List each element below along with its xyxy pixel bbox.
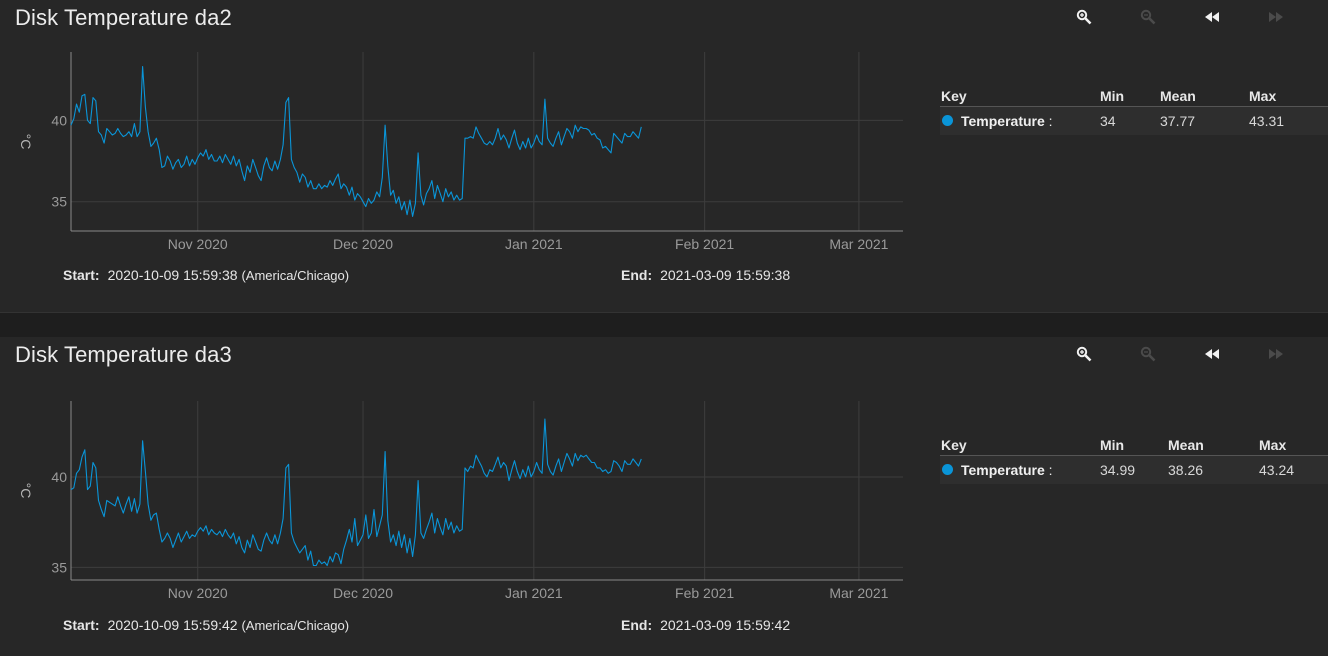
zoom-out-button[interactable] xyxy=(1132,6,1164,28)
fast-forward-button[interactable] xyxy=(1260,6,1292,28)
x-tick-label: Nov 2020 xyxy=(168,585,228,601)
legend-row[interactable]: Temperature : 34.99 38.26 43.24 xyxy=(940,456,1328,484)
fast-forward-icon xyxy=(1269,349,1283,359)
chart-toolbar xyxy=(1068,343,1324,365)
rewind-button[interactable] xyxy=(1196,6,1228,28)
x-tick-label: Jan 2021 xyxy=(505,236,563,252)
x-tick-label: Dec 2020 xyxy=(333,585,393,601)
end-label: End: xyxy=(621,617,653,633)
end-time: End: 2021-03-09 15:59:38 xyxy=(621,267,790,283)
legend-min: 34.99 xyxy=(1100,462,1136,478)
chart-panel-da3: Disk Temperature da3 35 40 Nov 2020 Dec 202… xyxy=(0,337,1328,656)
timezone: (America/Chicago) xyxy=(241,268,350,283)
panel-title: Disk Temperature da2 xyxy=(15,5,232,30)
legend-header-min: Min xyxy=(1100,88,1125,104)
fast-forward-icon xyxy=(1269,12,1283,22)
series-name: Temperature : xyxy=(961,113,1053,129)
legend-min: 34 xyxy=(1100,113,1116,129)
end-value: 2021-03-09 15:59:38 xyxy=(660,267,791,283)
legend-header-key: Key xyxy=(941,437,967,453)
end-value: 2021-03-09 15:59:42 xyxy=(660,617,791,633)
y-tick-label: 40 xyxy=(51,469,67,485)
series-color-dot xyxy=(942,464,953,475)
legend-row[interactable]: Temperature : 34 37.77 43.31 xyxy=(940,107,1328,135)
x-tick-label: Jan 2021 xyxy=(505,585,563,601)
zoom-out-button[interactable] xyxy=(1132,343,1164,365)
chart-toolbar xyxy=(1068,6,1324,28)
start-label: Start: xyxy=(63,267,100,283)
y-tick-label: 35 xyxy=(51,194,67,210)
legend-max: 43.31 xyxy=(1249,113,1285,129)
legend-header-mean: Mean xyxy=(1160,88,1196,104)
legend-table: Key Min Mean Max Temperature : 34.99 38.… xyxy=(940,435,1328,484)
x-tick-label: Feb 2021 xyxy=(675,236,734,252)
zoom-in-button[interactable] xyxy=(1068,343,1100,365)
temperature-series-line xyxy=(70,66,642,217)
y-tick-label: 35 xyxy=(51,559,67,575)
y-tick-label: 40 xyxy=(51,112,67,128)
legend-max: 43.24 xyxy=(1259,462,1295,478)
legend-table: Key Min Mean Max Temperature : 34 37.77 … xyxy=(940,86,1328,135)
zoom-in-icon xyxy=(1076,346,1092,362)
rewind-icon xyxy=(1205,12,1219,22)
temperature-chart: 35 40 Nov 2020 Dec 2020 Jan 2021 Feb 2021 Mar … xyxy=(18,52,903,252)
legend-header-max: Max xyxy=(1259,437,1287,453)
y-axis-label: °C xyxy=(18,483,34,499)
start-label: Start: xyxy=(63,617,100,633)
zoom-out-icon xyxy=(1140,346,1156,362)
zoom-in-button[interactable] xyxy=(1068,6,1100,28)
start-value: 2020-10-09 15:59:42 xyxy=(107,617,238,633)
start-time: Start: 2020-10-09 15:59:42 (America/Chica… xyxy=(63,617,349,633)
legend-header: Key Min Mean Max xyxy=(940,435,1328,456)
start-value: 2020-10-09 15:59:38 xyxy=(107,267,238,283)
legend-mean: 37.77 xyxy=(1160,113,1196,129)
x-tick-label: Mar 2021 xyxy=(829,585,888,601)
legend-mean: 38.26 xyxy=(1168,462,1204,478)
legend-header-min: Min xyxy=(1100,437,1125,453)
start-time: Start: 2020-10-09 15:59:38 (America/Chica… xyxy=(63,267,349,283)
timezone: (America/Chicago) xyxy=(241,618,350,633)
rewind-button[interactable] xyxy=(1196,343,1228,365)
end-time: End: 2021-03-09 15:59:42 xyxy=(621,617,790,633)
x-tick-label: Mar 2021 xyxy=(829,236,888,252)
temperature-chart: 35 40 Nov 2020 Dec 2020 Jan 2021 Feb 2021 Mar … xyxy=(18,401,903,601)
series-color-dot xyxy=(942,115,953,126)
panel-title: Disk Temperature da3 xyxy=(15,342,232,367)
y-axis-label: °C xyxy=(18,134,34,150)
legend-header: Key Min Mean Max xyxy=(940,86,1328,107)
end-label: End: xyxy=(621,267,653,283)
zoom-out-icon xyxy=(1140,9,1156,25)
fast-forward-button[interactable] xyxy=(1260,343,1292,365)
x-tick-label: Dec 2020 xyxy=(333,236,393,252)
legend-header-max: Max xyxy=(1249,88,1277,104)
x-tick-label: Nov 2020 xyxy=(168,236,228,252)
series-name: Temperature : xyxy=(961,462,1053,478)
panel-divider xyxy=(0,312,1328,338)
zoom-in-icon xyxy=(1076,9,1092,25)
legend-header-key: Key xyxy=(941,88,967,104)
x-tick-label: Feb 2021 xyxy=(675,585,734,601)
chart-panel-da2: Disk Temperature da2 35 40 Nov 2020 Dec 202… xyxy=(0,0,1328,312)
temperature-series-line xyxy=(70,418,642,567)
legend-header-mean: Mean xyxy=(1168,437,1204,453)
rewind-icon xyxy=(1205,349,1219,359)
